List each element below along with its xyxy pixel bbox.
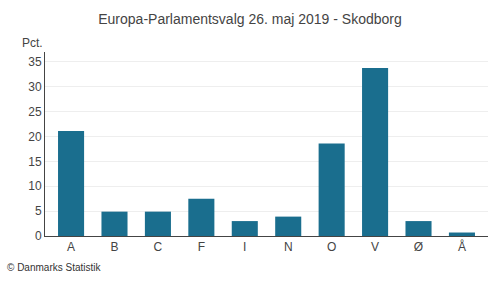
svg-text:B: B	[110, 240, 118, 254]
svg-text:5: 5	[35, 204, 42, 218]
svg-text:Ø: Ø	[414, 240, 423, 254]
svg-text:25: 25	[28, 105, 42, 119]
svg-text:N: N	[284, 240, 293, 254]
svg-text:Pct.: Pct.	[22, 36, 43, 50]
svg-text:O: O	[327, 240, 336, 254]
svg-text:20: 20	[28, 130, 42, 144]
svg-text:0: 0	[35, 229, 42, 243]
svg-text:V: V	[371, 240, 379, 254]
svg-text:15: 15	[28, 155, 42, 169]
svg-text:Å: Å	[458, 239, 466, 254]
svg-text:A: A	[67, 240, 75, 254]
svg-text:I: I	[243, 240, 246, 254]
svg-text:C: C	[154, 240, 163, 254]
svg-text:10: 10	[28, 179, 42, 193]
svg-text:Europa-Parlamentsvalg 26. maj: Europa-Parlamentsvalg 26. maj 2019 - Sko…	[98, 11, 402, 27]
svg-text:© Danmarks Statistik: © Danmarks Statistik	[7, 262, 102, 273]
svg-text:30: 30	[28, 80, 42, 94]
svg-text:F: F	[198, 240, 205, 254]
svg-text:35: 35	[28, 55, 42, 69]
